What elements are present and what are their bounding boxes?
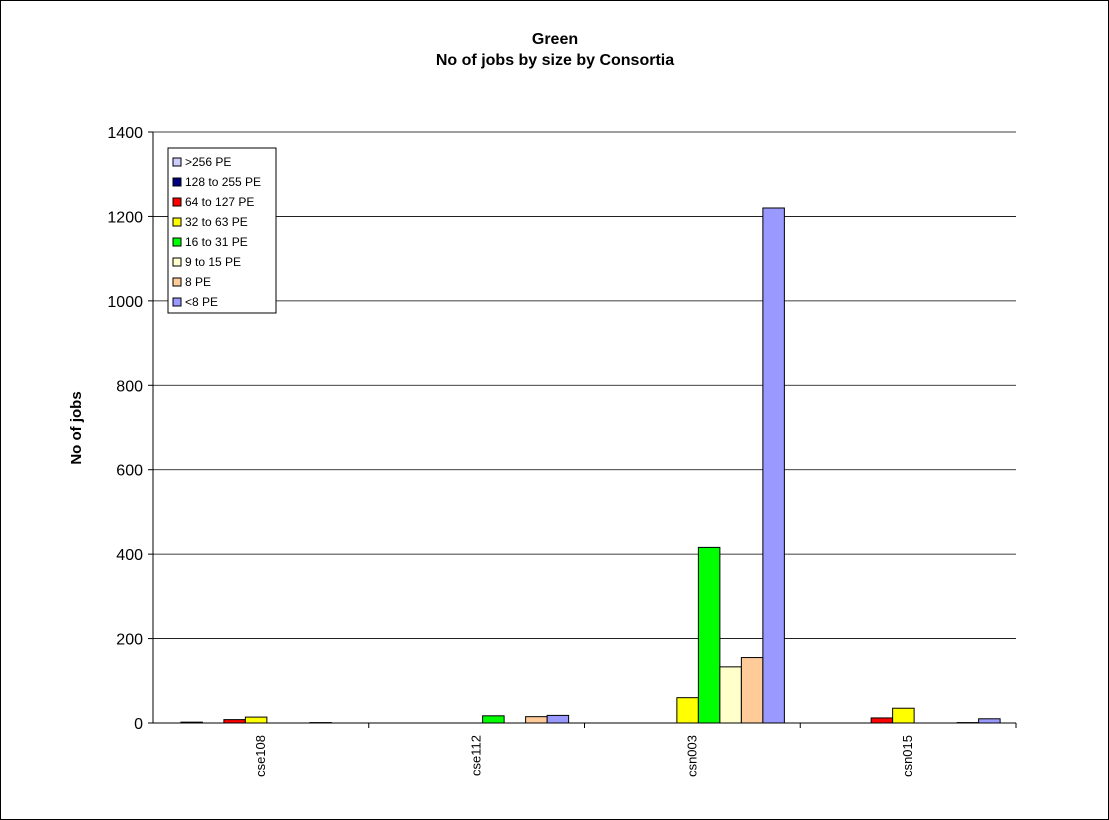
bar-16 to 31 PE bbox=[697, 546, 721, 724]
legend-label: 64 to 127 PE bbox=[185, 195, 254, 209]
y-tick-label: 800 bbox=[116, 378, 143, 395]
legend-swatch bbox=[172, 277, 182, 287]
y-tick-labels: 0 200 400 600 800 1000 1200 1400 bbox=[107, 125, 143, 733]
legend-swatch bbox=[172, 157, 182, 167]
bar-8 PE bbox=[525, 716, 548, 724]
legend-box bbox=[167, 147, 277, 314]
bar-64 to 127 PE bbox=[870, 717, 894, 724]
bar-32 to 63 PE bbox=[676, 697, 699, 724]
legend-swatch bbox=[172, 177, 182, 187]
y-tick-label: 1200 bbox=[107, 209, 143, 226]
chart-title: Green No of jobs by size by Consortia bbox=[436, 31, 674, 69]
bar-32 to 63 PE bbox=[892, 707, 915, 724]
bar-<8 PE bbox=[546, 714, 570, 724]
legend: >256 PE 128 to 255 PE 64 to 127 PE 32 to 63… bbox=[167, 147, 277, 314]
x-tick-label: cse112 bbox=[469, 735, 484, 776]
legend-swatch bbox=[172, 197, 182, 207]
legend-swatch bbox=[172, 297, 182, 307]
axes bbox=[152, 132, 1017, 728]
bars bbox=[180, 207, 1001, 724]
bar-64 to 127 PE bbox=[223, 719, 246, 724]
x-tick-labels: cse108 cse112 csn003 csn015 bbox=[253, 735, 915, 777]
legend-label: 32 to 63 PE bbox=[185, 215, 248, 229]
bar-9 to 15 PE bbox=[719, 666, 742, 724]
y-axis-label: No of jobs bbox=[68, 391, 85, 464]
legend-swatch bbox=[172, 217, 182, 227]
y-tick-label: 1000 bbox=[107, 294, 143, 311]
bar-<8 PE bbox=[978, 718, 1001, 724]
x-tick-label: csn015 bbox=[900, 735, 915, 777]
y-tick-label: 600 bbox=[116, 463, 143, 480]
gridlines bbox=[148, 131, 1016, 724]
chart-title-line: Green bbox=[532, 31, 578, 48]
y-tick-label: 200 bbox=[116, 632, 143, 649]
y-tick-label: 1400 bbox=[107, 125, 143, 142]
bar-16 to 31 PE bbox=[482, 715, 505, 724]
legend-label: >256 PE bbox=[185, 155, 231, 169]
legend-swatch bbox=[172, 257, 182, 267]
bar-8 PE bbox=[740, 657, 764, 724]
x-tick-label: csn003 bbox=[684, 735, 699, 777]
y-tick-label: 0 bbox=[134, 716, 143, 733]
chart-title-line: No of jobs by size by Consortia bbox=[436, 52, 674, 69]
legend-label: 16 to 31 PE bbox=[185, 235, 248, 249]
legend-label: 9 to 15 PE bbox=[185, 255, 241, 269]
legend-label: 8 PE bbox=[185, 275, 211, 289]
legend-label: 128 to 255 PE bbox=[185, 175, 261, 189]
legend-label: <8 PE bbox=[185, 295, 218, 309]
bar-<8 PE bbox=[762, 207, 785, 724]
legend-swatch bbox=[172, 237, 182, 247]
y-tick-label: 400 bbox=[116, 547, 143, 564]
bar-32 to 63 PE bbox=[244, 716, 268, 724]
x-tick-label: cse108 bbox=[253, 735, 268, 777]
